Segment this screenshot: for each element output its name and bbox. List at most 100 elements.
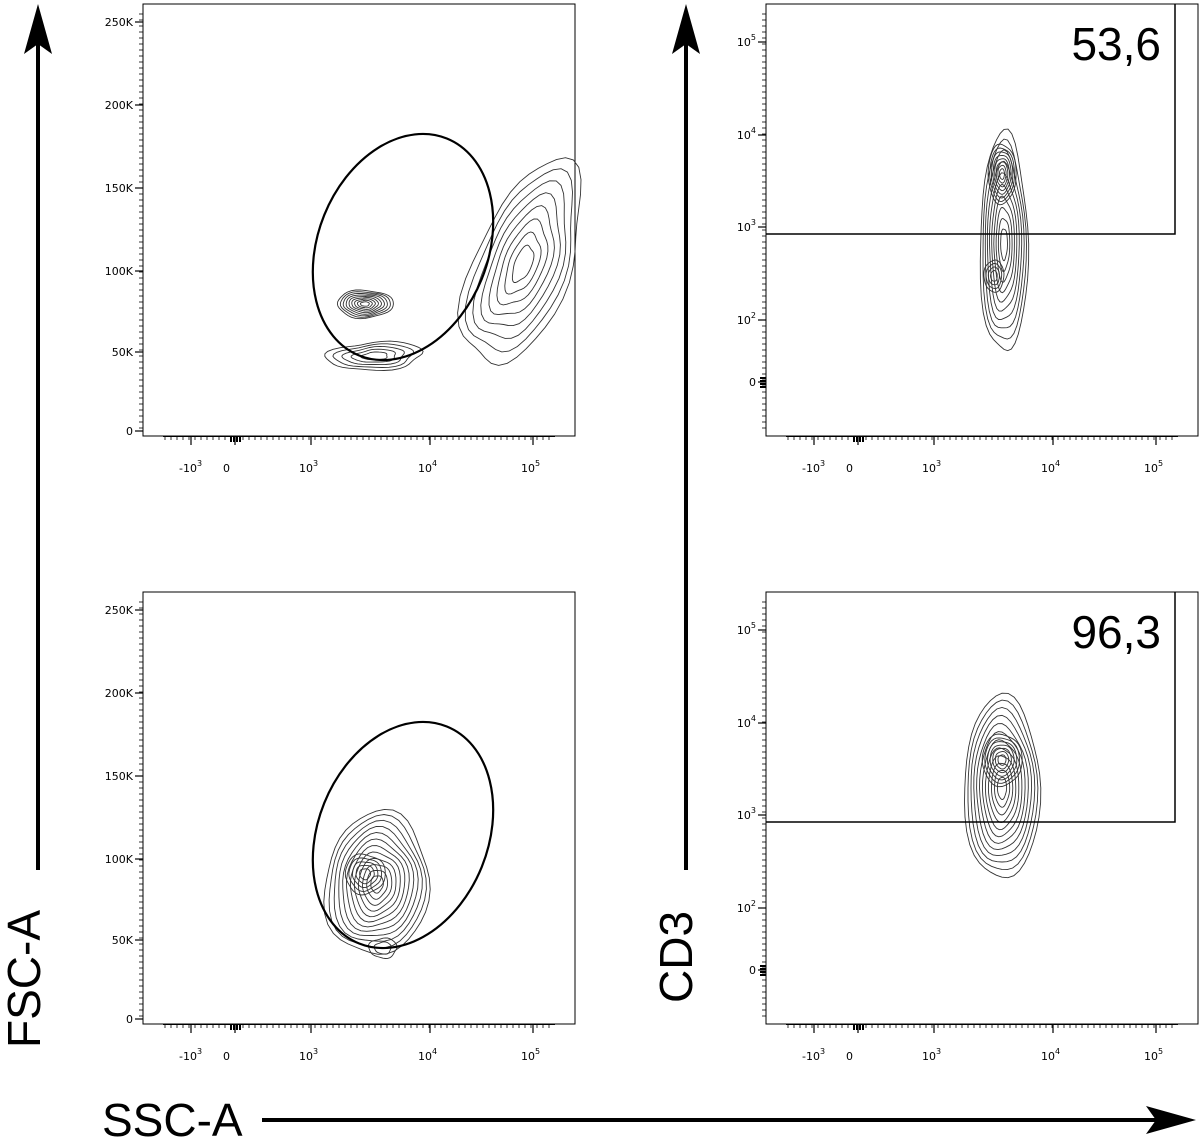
fsc-axis-label: FSC-A bbox=[0, 910, 50, 1048]
x-tick-label: 103 bbox=[299, 459, 318, 475]
y-tick-label: 102 bbox=[737, 311, 756, 327]
x-tick-label: -103 bbox=[179, 459, 202, 475]
y-tick-label: 0 bbox=[749, 964, 756, 977]
y-tick-label: 103 bbox=[737, 806, 756, 822]
contour-line bbox=[985, 262, 1003, 289]
ssc-axis-label: SSC-A bbox=[102, 1094, 243, 1141]
contour-line bbox=[344, 853, 386, 896]
y-tick-label: 200K bbox=[105, 99, 134, 112]
x-tick-label: 104 bbox=[418, 459, 437, 475]
contour-plot bbox=[979, 128, 1030, 352]
panel-bottom-left: 250K 200K 150K 100K 50K 0 -103 0 103 104 105 bbox=[105, 591, 576, 1063]
y-tick-label: 104 bbox=[737, 714, 756, 730]
x-tick-label: -103 bbox=[802, 1047, 825, 1063]
x-tick-label: 0 bbox=[846, 462, 853, 475]
x-tick-label: 105 bbox=[521, 1047, 540, 1063]
contour-line bbox=[511, 244, 535, 283]
contour-line bbox=[981, 733, 1023, 788]
ssc-axis-arrow bbox=[262, 1106, 1196, 1134]
contour-line bbox=[987, 143, 1017, 206]
contour-line bbox=[995, 161, 1009, 188]
contour-line bbox=[990, 151, 1014, 199]
contour-line bbox=[994, 158, 1010, 192]
contour-line bbox=[997, 164, 1007, 184]
panel-bottom-right: 105 104 103 102 0 -103 0 103 104 105 96,3 bbox=[737, 591, 1199, 1063]
x-tick-label: 105 bbox=[1144, 459, 1163, 475]
contour-line bbox=[973, 714, 1033, 857]
contour-line bbox=[989, 744, 1015, 777]
contour-line bbox=[333, 819, 423, 942]
x-tick-label: 105 bbox=[1144, 1047, 1163, 1063]
contour-line bbox=[354, 298, 376, 310]
contour-line bbox=[983, 259, 1005, 293]
contour-line bbox=[356, 299, 373, 309]
plot-frame bbox=[142, 3, 576, 437]
contour-line bbox=[346, 838, 410, 928]
contour-line bbox=[355, 865, 375, 885]
x-tick-label: -103 bbox=[179, 1047, 202, 1063]
x-tick-label: 103 bbox=[922, 459, 941, 475]
y-tick-label: 105 bbox=[737, 621, 756, 637]
contour-line bbox=[328, 814, 427, 949]
contour-plot bbox=[323, 808, 431, 959]
cd3-axis-arrow bbox=[672, 4, 700, 870]
contour-line bbox=[984, 149, 1025, 329]
y-tick-label: 100K bbox=[105, 265, 134, 278]
ellipse-gate[interactable] bbox=[280, 107, 525, 388]
contour-line bbox=[357, 857, 397, 912]
x-tick-label: 104 bbox=[418, 1047, 437, 1063]
contour-line bbox=[352, 861, 379, 889]
contour-line bbox=[991, 762, 1014, 816]
contour-line bbox=[994, 770, 1011, 808]
x-tick-label: 105 bbox=[521, 459, 540, 475]
contour-line bbox=[987, 741, 1018, 781]
contour-plot bbox=[324, 157, 582, 371]
contour-line bbox=[341, 345, 405, 366]
contour-line bbox=[967, 699, 1039, 871]
x-tick-label: -103 bbox=[802, 459, 825, 475]
contour-line bbox=[359, 301, 370, 307]
contour-line bbox=[332, 343, 415, 368]
contour-line bbox=[488, 205, 555, 316]
contour-line bbox=[324, 340, 424, 371]
contour-line bbox=[964, 692, 1042, 879]
contour-line bbox=[995, 207, 1013, 283]
contour-line bbox=[342, 292, 388, 317]
x-tick-label: 0 bbox=[846, 1050, 853, 1063]
contour-line bbox=[993, 195, 1015, 294]
x-tick-label: 0 bbox=[223, 1050, 230, 1063]
x-tick-label: 104 bbox=[1041, 459, 1060, 475]
x-tick-label: 104 bbox=[1041, 1047, 1060, 1063]
y-tick-label: 250K bbox=[105, 604, 134, 617]
cd3-positive-gate[interactable] bbox=[766, 592, 1176, 823]
contour-line bbox=[457, 157, 582, 366]
contour-line bbox=[979, 128, 1030, 352]
contour-line bbox=[997, 776, 1008, 800]
y-tick-label: 0 bbox=[749, 376, 756, 389]
contour-line bbox=[336, 289, 394, 320]
contour-line bbox=[359, 868, 372, 881]
y-tick-label: 105 bbox=[737, 33, 756, 49]
y-tick-label: 200K bbox=[105, 687, 134, 700]
contour-line bbox=[368, 937, 398, 959]
contour-line bbox=[342, 832, 415, 932]
x-tick-label: 103 bbox=[922, 1047, 941, 1063]
contour-line bbox=[989, 172, 1020, 312]
contour-line bbox=[990, 270, 998, 282]
y-tick-label: 0 bbox=[126, 425, 133, 438]
contour-line bbox=[323, 808, 431, 955]
contour-line bbox=[348, 295, 382, 314]
x-tick-label: 103 bbox=[299, 1047, 318, 1063]
contour-line bbox=[338, 826, 419, 937]
contour-line bbox=[989, 147, 1015, 202]
contour-line bbox=[997, 218, 1011, 273]
panels: 250K 200K 150K 100K 50K 0 -103 0 103 104 105 105 104… bbox=[105, 3, 1199, 1063]
gate-percentage: 53,6 bbox=[1071, 18, 1161, 70]
contour-line bbox=[987, 266, 1000, 286]
y-tick-label: 104 bbox=[737, 126, 756, 142]
cd3-positive-gate[interactable] bbox=[766, 4, 1176, 235]
contour-line bbox=[994, 751, 1010, 770]
contour-line bbox=[992, 155, 1012, 195]
ellipse-gate[interactable] bbox=[280, 695, 525, 976]
